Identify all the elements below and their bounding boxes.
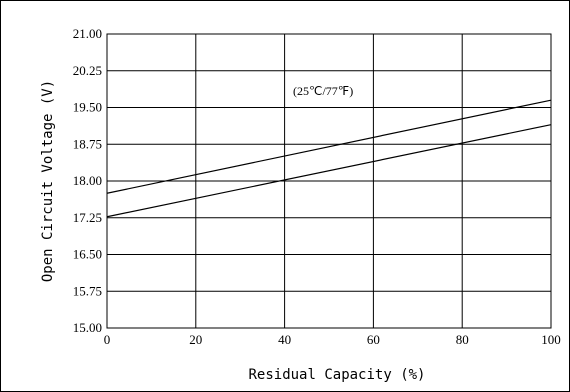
y-tick-label: 15.00 bbox=[73, 320, 102, 335]
grid bbox=[106, 33, 552, 329]
series-line-2 bbox=[106, 124, 552, 218]
x-tick-label: 20 bbox=[189, 332, 202, 347]
x-tick-label: 0 bbox=[104, 332, 111, 347]
x-tick-label: 80 bbox=[456, 332, 469, 347]
y-axis-title: Open Circuit Voltage (V) bbox=[40, 80, 56, 282]
temperature-annotation: (25℃/77℉) bbox=[293, 84, 353, 98]
y-tick-label: 17.25 bbox=[73, 210, 102, 225]
x-axis-ticks: 0 20 40 60 80 100 bbox=[104, 332, 561, 347]
y-tick-label: 18.75 bbox=[73, 136, 102, 151]
x-tick-label: 60 bbox=[367, 332, 380, 347]
y-axis-ticks: 15.00 15.75 16.50 17.25 18.00 18.75 19.50 20.25… bbox=[73, 26, 102, 335]
y-tick-label: 16.50 bbox=[73, 247, 102, 262]
series-line-1 bbox=[106, 99, 552, 194]
y-tick-label: 18.00 bbox=[73, 173, 102, 188]
y-tick-label: 15.75 bbox=[73, 283, 102, 298]
y-tick-label: 20.25 bbox=[73, 63, 102, 78]
x-tick-label: 40 bbox=[278, 332, 291, 347]
x-axis-title: Residual Capacity (%) bbox=[248, 367, 425, 383]
y-tick-label: 19.50 bbox=[73, 100, 102, 115]
series-group bbox=[106, 99, 552, 218]
y-tick-label: 21.00 bbox=[73, 26, 102, 41]
x-tick-label: 100 bbox=[541, 332, 561, 347]
plot-area bbox=[106, 33, 552, 329]
